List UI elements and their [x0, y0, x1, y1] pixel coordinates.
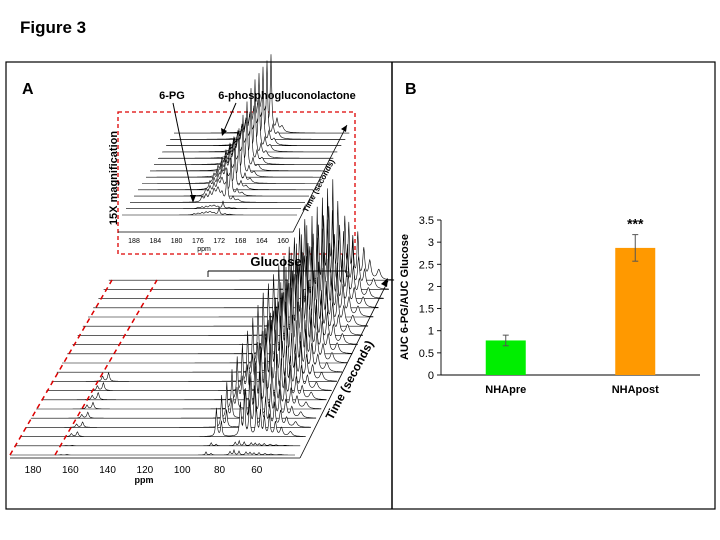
inset-trace	[122, 207, 297, 216]
significance-marker: ***	[627, 216, 644, 232]
chart-y-tick-label: 3.5	[419, 215, 434, 227]
main-tick-label: 180	[25, 465, 42, 476]
chart-y-tick-label: 0.5	[419, 348, 434, 360]
main-dashed-line-2	[54, 279, 158, 456]
inset-xlabel: ppm	[197, 246, 211, 253]
category-label: NHApre	[485, 384, 526, 396]
main-tick-label: 100	[174, 465, 191, 476]
figure-frame	[5, 61, 716, 510]
inset-tick-label: 160	[277, 238, 289, 245]
inset-dashed-box	[117, 111, 356, 255]
inset-tick-label: 188	[128, 238, 140, 245]
inset-trace	[126, 200, 301, 209]
peak-label-6pgl: 6-phosphogluconolactone	[218, 90, 356, 102]
panel-a-label: A	[22, 81, 34, 98]
main-spectrum: 180 160 140 120 100 80 60 ppm Glucose Time (se…	[9, 179, 395, 485]
main-trace	[25, 373, 311, 428]
main-trace	[10, 448, 295, 456]
main-tick-label: 160	[62, 465, 79, 476]
chart-y-tick-label: 3	[428, 237, 434, 249]
inset-time-axis	[292, 124, 348, 233]
inset-trace	[142, 128, 317, 184]
main-time-axis	[299, 280, 389, 459]
arrow-6pgl	[222, 102, 237, 134]
main-trace	[15, 439, 301, 447]
main-tick-label: 80	[214, 465, 226, 476]
main-tick-label: 140	[99, 465, 116, 476]
inset-spectrum: 188 184 180 176 172 168 164 160 ppm 15X magnifi…	[108, 54, 356, 255]
figure-title: Figure 3	[20, 18, 87, 37]
inset-ylabel: 15X magnification	[108, 131, 120, 225]
inset-tick-labels: 188 184 180 176 172 168 164 160	[128, 238, 289, 245]
arrow-6pg	[172, 102, 194, 201]
chart-bars: NHApre NHApost ***	[485, 216, 659, 396]
inset-traces	[122, 54, 350, 216]
inset-trace	[130, 168, 305, 203]
main-tick-label: 60	[251, 465, 263, 476]
inset-time-label: Time (seconds)	[301, 158, 337, 214]
inset-trace	[134, 155, 309, 197]
inset-trace	[138, 141, 313, 191]
inset-tick-label: 184	[149, 238, 161, 245]
chart-y-axis: 0 0.5 1 1.5 2 2.5 3 3.5	[419, 215, 700, 382]
inset-tick-label: 176	[192, 238, 204, 245]
panel-b-label: B	[405, 81, 417, 98]
chart-y-tick-label: 1	[428, 326, 434, 338]
chart-y-tick-label: 0	[428, 370, 434, 382]
main-trace	[20, 389, 306, 437]
main-traces	[10, 179, 395, 456]
main-tick-label: 120	[137, 465, 154, 476]
main-xlabel: ppm	[135, 475, 154, 485]
inset-time-arrowhead	[341, 125, 347, 132]
main-tick-labels: 180 160 140 120 100 80 60	[25, 465, 263, 476]
bar-nhapost	[615, 247, 656, 375]
chart-y-tick-label: 2.5	[419, 259, 434, 271]
glucose-label: Glucose	[250, 254, 301, 269]
arrow-6pg-head	[190, 195, 196, 203]
inset-tick-label: 164	[256, 238, 268, 245]
inset-tick-label: 180	[171, 238, 183, 245]
chart-y-tick-label: 1.5	[419, 304, 434, 316]
bar-chart: AUC 6-PG/AUC Glucose 0 0.5 1 1.5 2 2.5 3 3.5 NH…	[399, 215, 700, 396]
arrow-6pgl-head	[221, 128, 227, 136]
inset-tick-label: 172	[213, 238, 225, 245]
chart-ylabel: AUC 6-PG/AUC Glucose	[399, 234, 411, 360]
peak-label-6pg: 6-PG	[159, 90, 185, 102]
main-time-arrowhead	[381, 278, 388, 287]
main-dashed-line-1	[9, 279, 113, 456]
inset-tick-label: 168	[235, 238, 247, 245]
category-label: NHApost	[612, 384, 659, 396]
chart-y-tick-label: 2	[428, 281, 434, 293]
